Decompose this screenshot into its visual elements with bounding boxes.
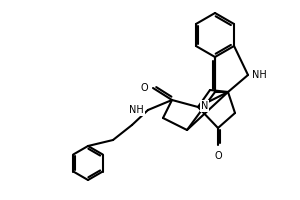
- Text: NH: NH: [252, 70, 267, 80]
- Text: N: N: [201, 101, 208, 111]
- Text: NH: NH: [129, 105, 144, 115]
- Text: O: O: [214, 151, 222, 161]
- Text: O: O: [140, 83, 148, 93]
